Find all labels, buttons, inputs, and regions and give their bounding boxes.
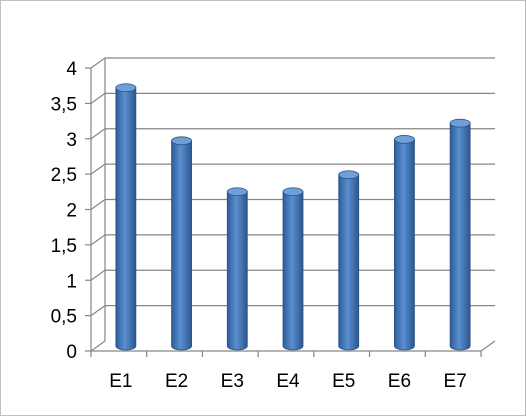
- gridline-side: [90, 128, 106, 140]
- gridline-side: [90, 340, 106, 352]
- bar-body: [226, 191, 248, 351]
- x-tick-label: E4: [276, 371, 300, 392]
- y-tick-label: 2,5: [51, 165, 77, 186]
- bar-body: [115, 87, 137, 351]
- bar-body: [171, 140, 192, 351]
- bar-top: [171, 136, 192, 146]
- y-tick-label: 4: [66, 59, 77, 80]
- floor-edge: [480, 340, 496, 352]
- bar: [394, 135, 415, 351]
- gridline-side: [90, 57, 106, 69]
- y-tick-label: 3: [66, 130, 77, 151]
- bar: [449, 118, 471, 351]
- x-tick-label: E6: [388, 371, 411, 392]
- x-tick-label: E3: [221, 371, 244, 392]
- bar-body: [282, 191, 304, 351]
- gridline-side: [90, 269, 106, 281]
- y-tick-label: 0: [66, 342, 77, 363]
- y-tick-label: 3,5: [51, 94, 77, 115]
- y-tick-label: 1: [66, 271, 77, 292]
- bar: [338, 170, 360, 351]
- bar-top: [338, 170, 360, 180]
- bar: [282, 187, 304, 351]
- bar: [115, 83, 137, 351]
- y-tick-label: 2: [66, 201, 77, 222]
- gridline-side: [90, 234, 106, 246]
- y-tick-labels: 0 0,5 1 1,5 2 2,5 3 3,5 4: [51, 59, 78, 363]
- gridline-side: [90, 305, 106, 317]
- bar-top: [394, 135, 415, 144]
- x-tick-label: E2: [165, 371, 188, 392]
- gridline-side: [90, 92, 106, 104]
- bar: [226, 187, 248, 351]
- bar: [171, 136, 192, 351]
- bar-top: [449, 118, 471, 128]
- bar-body: [394, 139, 415, 351]
- y-tick-label: 1,5: [51, 236, 77, 257]
- bar-top: [115, 83, 137, 93]
- x-tick-labels: E1 E2 E3 E4 E5 E6 E7: [109, 371, 467, 392]
- bar-body: [449, 122, 471, 351]
- x-tick-label: E7: [444, 371, 467, 392]
- bar-body: [338, 174, 360, 351]
- bar-top: [282, 187, 304, 197]
- gridline-side: [90, 199, 106, 210]
- y-tick-label: 0,5: [51, 307, 77, 328]
- bars: [115, 83, 471, 351]
- axes: [85, 58, 496, 357]
- x-tick-label: E5: [332, 371, 355, 392]
- bar-top: [226, 187, 248, 197]
- gridline-side: [90, 163, 106, 175]
- x-tick-label: E1: [109, 371, 132, 392]
